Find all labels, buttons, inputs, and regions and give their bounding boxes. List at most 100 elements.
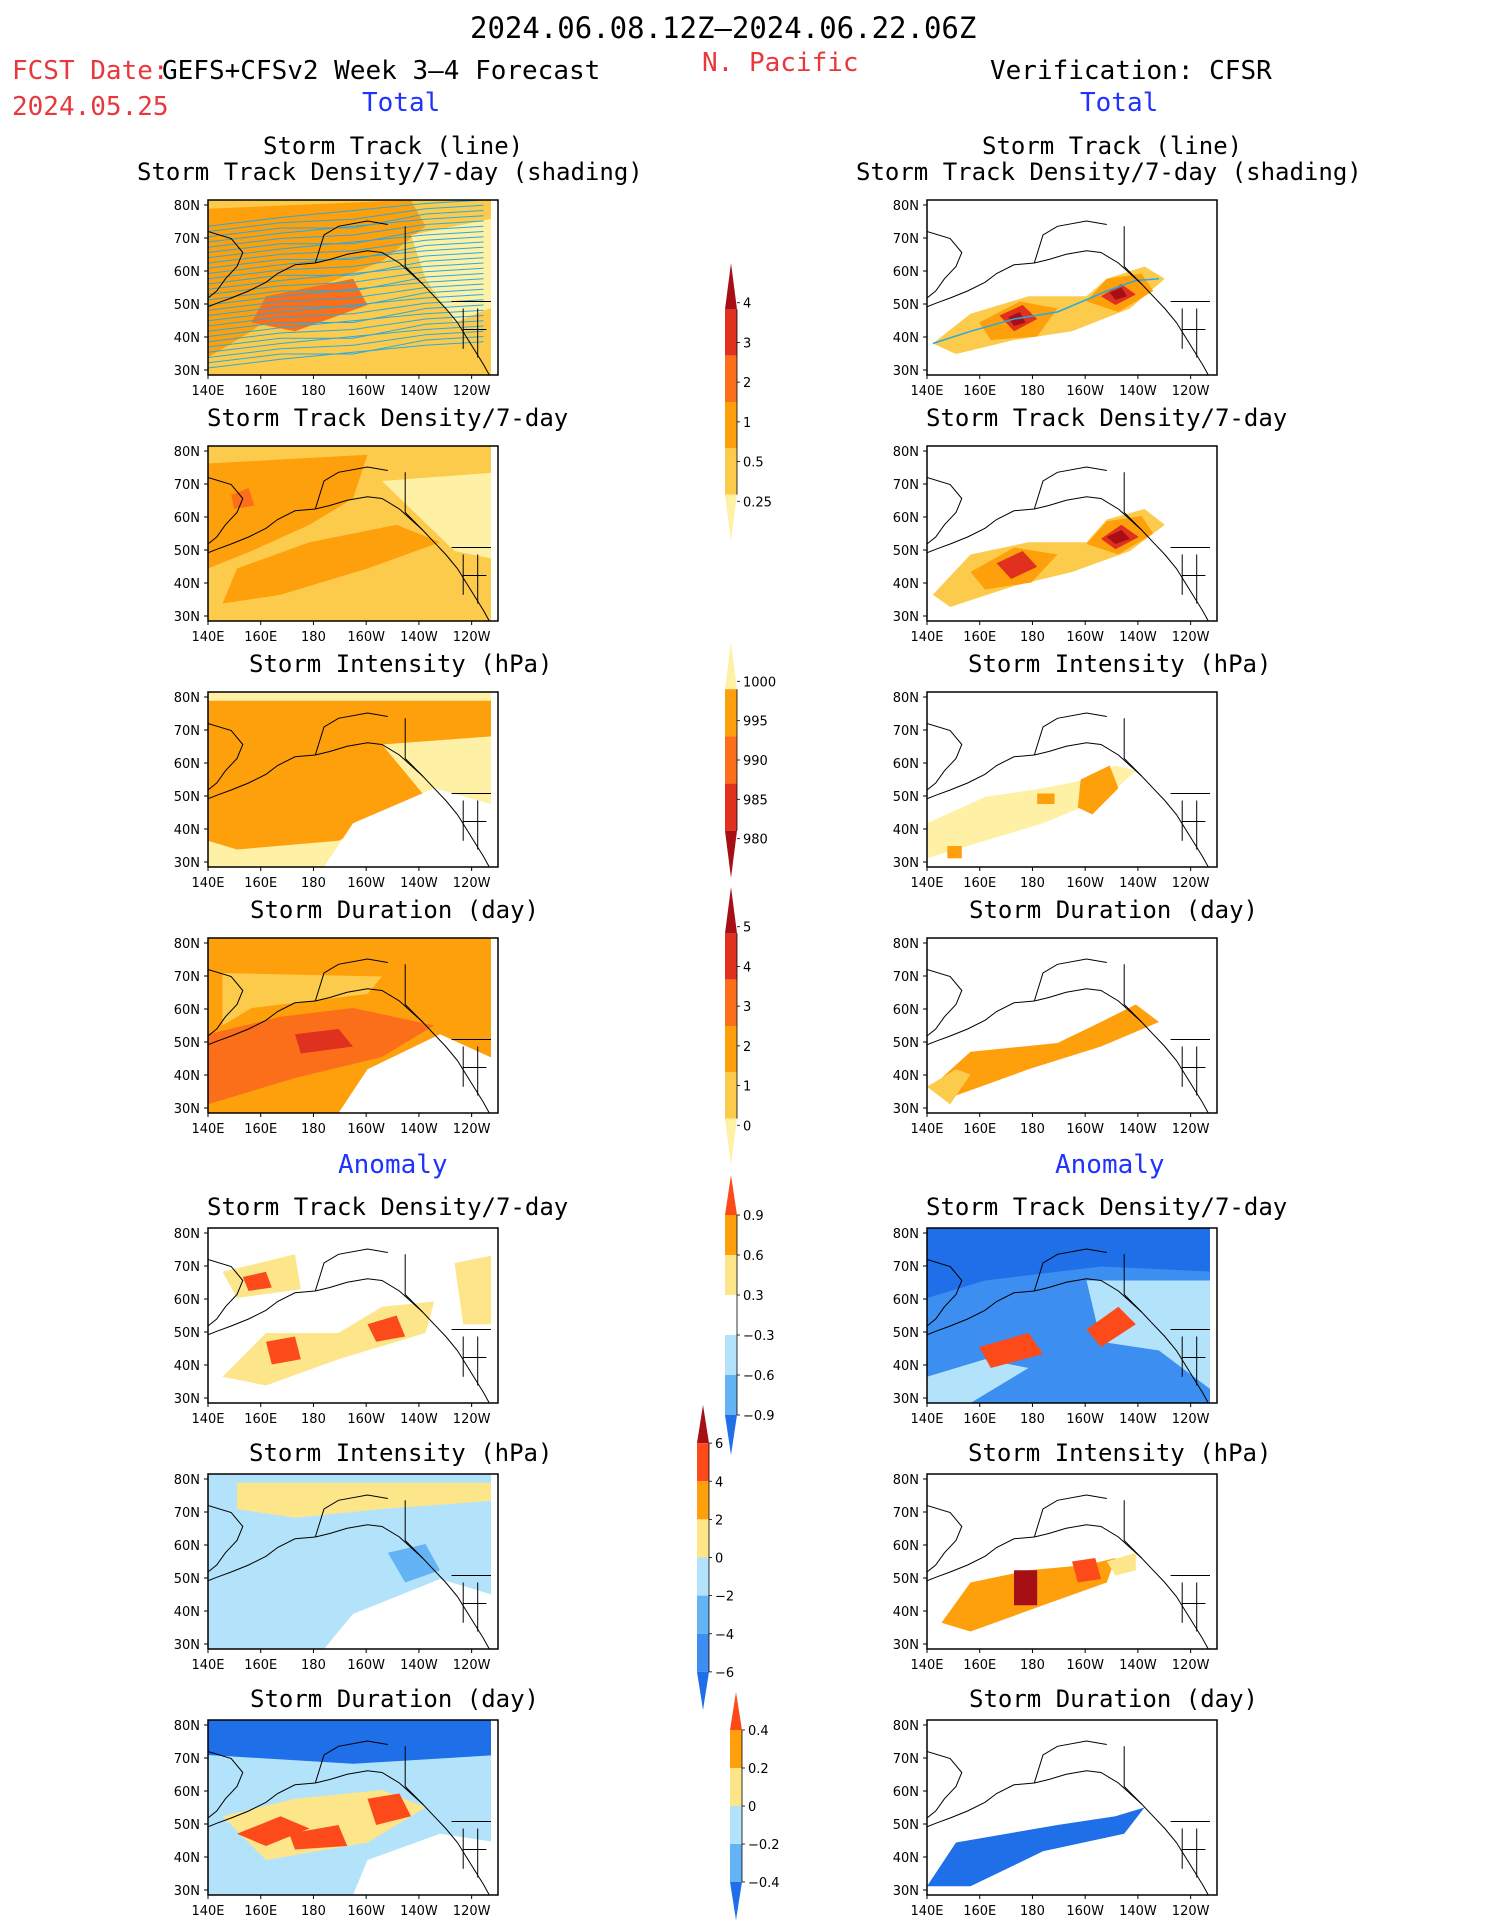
colorbar-segment	[697, 1557, 709, 1596]
lat-tick-label: 70N	[174, 724, 200, 739]
lat-tick-label: 50N	[174, 544, 200, 559]
map-panel-verif-intensity-anom: 140E 160E 180 160W 140W 120W 80N 70N 60N 50N 40N 30…	[893, 1473, 1218, 1673]
lat-tick-label: 70N	[174, 478, 200, 493]
title-duration-right: Storm Duration (day)	[969, 896, 1258, 924]
lon-tick-label: 140W	[1119, 876, 1157, 891]
colorbar-duration-total: 5 4 3 2 1 0	[725, 887, 751, 1165]
map-panel-forecast-duration-anom: 140E 160E 180 160W 140W 120W 80N 70N 60N 50N 40N 30…	[174, 1719, 499, 1919]
lon-tick-label: 160E	[963, 384, 996, 399]
lon-tick-label: 180	[301, 1412, 326, 1427]
colorbar-segment	[725, 494, 737, 541]
lon-tick-label: 160W	[347, 1658, 385, 1673]
shade-dr	[1014, 1570, 1038, 1606]
coastline	[208, 1751, 244, 1819]
colorbar-label: 985	[743, 793, 768, 808]
storm-track-line	[208, 262, 484, 290]
lon-tick-label: 160E	[963, 630, 996, 645]
lon-tick-label: 160W	[1066, 1412, 1104, 1427]
lon-tick-label: 120W	[453, 630, 491, 645]
colorbar-segment	[725, 1026, 737, 1073]
lat-tick-label: 70N	[893, 232, 919, 247]
lon-tick-label: 160E	[244, 384, 277, 399]
shade-white	[324, 788, 491, 867]
region-label: N. Pacific	[702, 48, 859, 78]
shade-deep	[208, 1008, 435, 1105]
shade-yellow	[927, 1069, 971, 1105]
lat-tick-label: 40N	[174, 577, 200, 592]
title-duration-anom-left: Storm Duration (day)	[250, 1685, 539, 1713]
colorbar-label: 2	[715, 1513, 723, 1528]
coastline	[1123, 226, 1142, 285]
map-panel-verif-density-anom: 140E 160E 180 160W 140W 120W 80N 70N 60N 50N 40N 30…	[893, 1227, 1218, 1427]
lat-tick-label: 70N	[893, 724, 919, 739]
lon-tick-label: 140W	[400, 1122, 438, 1137]
lon-tick-label: 180	[1020, 876, 1045, 891]
coastline	[208, 1505, 244, 1573]
total-heading-left: Total	[362, 88, 441, 118]
coastline	[208, 969, 244, 1037]
lat-tick-label: 80N	[174, 1227, 200, 1242]
map-frame	[926, 199, 1218, 376]
map-frame	[207, 691, 499, 868]
shade-ar	[1072, 1558, 1101, 1583]
fcst-date-value: 2024.05.25	[12, 92, 169, 122]
lon-tick-label: 120W	[1172, 630, 1210, 645]
coastline	[208, 1290, 316, 1336]
colorbar-segment	[725, 1335, 737, 1375]
colorbar-label: 2	[743, 1040, 751, 1055]
colorbar-segment	[725, 263, 737, 310]
lat-tick-label: 60N	[174, 757, 200, 772]
storm-track-line	[208, 273, 484, 301]
lat-tick-label: 30N	[174, 1392, 200, 1407]
shade-db	[927, 1228, 1210, 1298]
coastline	[927, 477, 963, 545]
shade-orange	[208, 700, 491, 850]
title-density-left: Storm Track Density/7-day	[207, 404, 569, 432]
lon-tick-label: 180	[1020, 630, 1045, 645]
colorbar-segment	[725, 783, 737, 831]
lon-tick-label: 160W	[1066, 630, 1104, 645]
map-frame	[207, 199, 499, 376]
coastline	[927, 1536, 1035, 1582]
coastline	[208, 723, 244, 791]
coastline	[314, 1740, 388, 1784]
lat-tick-label: 60N	[893, 1539, 919, 1554]
lat-tick-label: 70N	[174, 1506, 200, 1521]
lat-tick-label: 30N	[893, 1392, 919, 1407]
lat-tick-label: 50N	[174, 1036, 200, 1051]
lon-tick-label: 140W	[400, 1658, 438, 1673]
colorbar-label: 995	[743, 715, 768, 730]
lon-tick-label: 180	[1020, 1412, 1045, 1427]
coastline	[927, 754, 1035, 800]
map-frame	[926, 1473, 1218, 1650]
coastline	[927, 723, 963, 791]
coastline	[1033, 220, 1107, 264]
shade-ay	[1106, 1552, 1136, 1576]
lon-tick-label: 160E	[963, 1122, 996, 1137]
coastline	[208, 1536, 316, 1582]
map-frame	[207, 445, 499, 622]
lat-tick-label: 50N	[174, 790, 200, 805]
coastline	[208, 1782, 316, 1828]
map-frame	[207, 1719, 499, 1896]
lat-tick-label: 50N	[174, 1818, 200, 1833]
colorbar-label: 0.6	[743, 1249, 764, 1264]
lon-tick-label: 140W	[1119, 1658, 1157, 1673]
coastline	[404, 964, 423, 1023]
coastline	[927, 1000, 1035, 1046]
lat-tick-label: 30N	[174, 1884, 200, 1899]
coastline	[404, 718, 423, 777]
colorbar-label: 0	[743, 1119, 751, 1134]
coastline	[208, 508, 316, 554]
shade-white	[353, 1833, 491, 1895]
coastline	[927, 1505, 963, 1573]
colorbar-segment	[725, 1175, 737, 1215]
colorbar-label: 4	[715, 1475, 723, 1490]
lon-tick-label: 140E	[910, 1122, 943, 1137]
storm-track-line	[208, 236, 484, 264]
lon-tick-label: 160W	[347, 1412, 385, 1427]
lon-tick-label: 120W	[453, 1122, 491, 1137]
colorbar-label: 0.4	[748, 1724, 769, 1739]
lat-tick-label: 80N	[893, 1719, 919, 1734]
shade-ab2	[927, 1359, 1029, 1403]
